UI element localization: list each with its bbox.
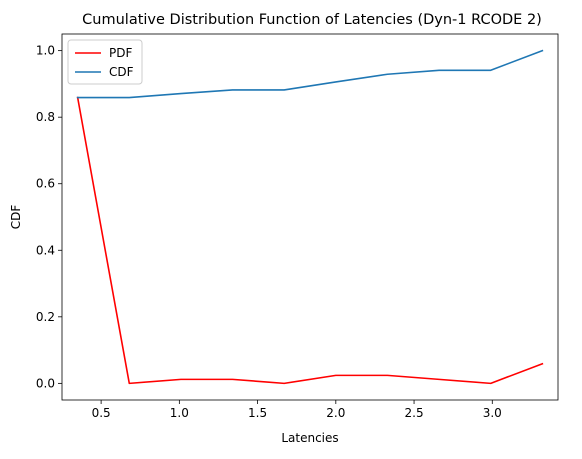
y-tick-label: 0.6 <box>36 177 55 191</box>
x-axis-label: Latencies <box>281 431 338 445</box>
x-tick-label: 1.0 <box>170 406 189 420</box>
x-tick-label: 3.0 <box>483 406 502 420</box>
x-tick-label: 1.5 <box>248 406 267 420</box>
x-tick-label: 2.5 <box>405 406 424 420</box>
y-axis-label: CDF <box>9 205 23 230</box>
x-tick-label: 0.5 <box>92 406 111 420</box>
legend-label-pdf: PDF <box>109 46 132 60</box>
y-tick-label: 0.2 <box>36 310 55 324</box>
y-tick-label: 0.4 <box>36 243 55 257</box>
chart-title: Cumulative Distribution Function of Late… <box>82 12 542 28</box>
y-tick-label: 0.8 <box>36 110 55 124</box>
y-tick-label: 1.0 <box>36 44 55 58</box>
y-tick-label: 0.0 <box>36 376 55 390</box>
legend: PDF CDF <box>68 40 142 84</box>
legend-label-cdf: CDF <box>109 65 134 79</box>
x-tick-label: 2.0 <box>326 406 345 420</box>
